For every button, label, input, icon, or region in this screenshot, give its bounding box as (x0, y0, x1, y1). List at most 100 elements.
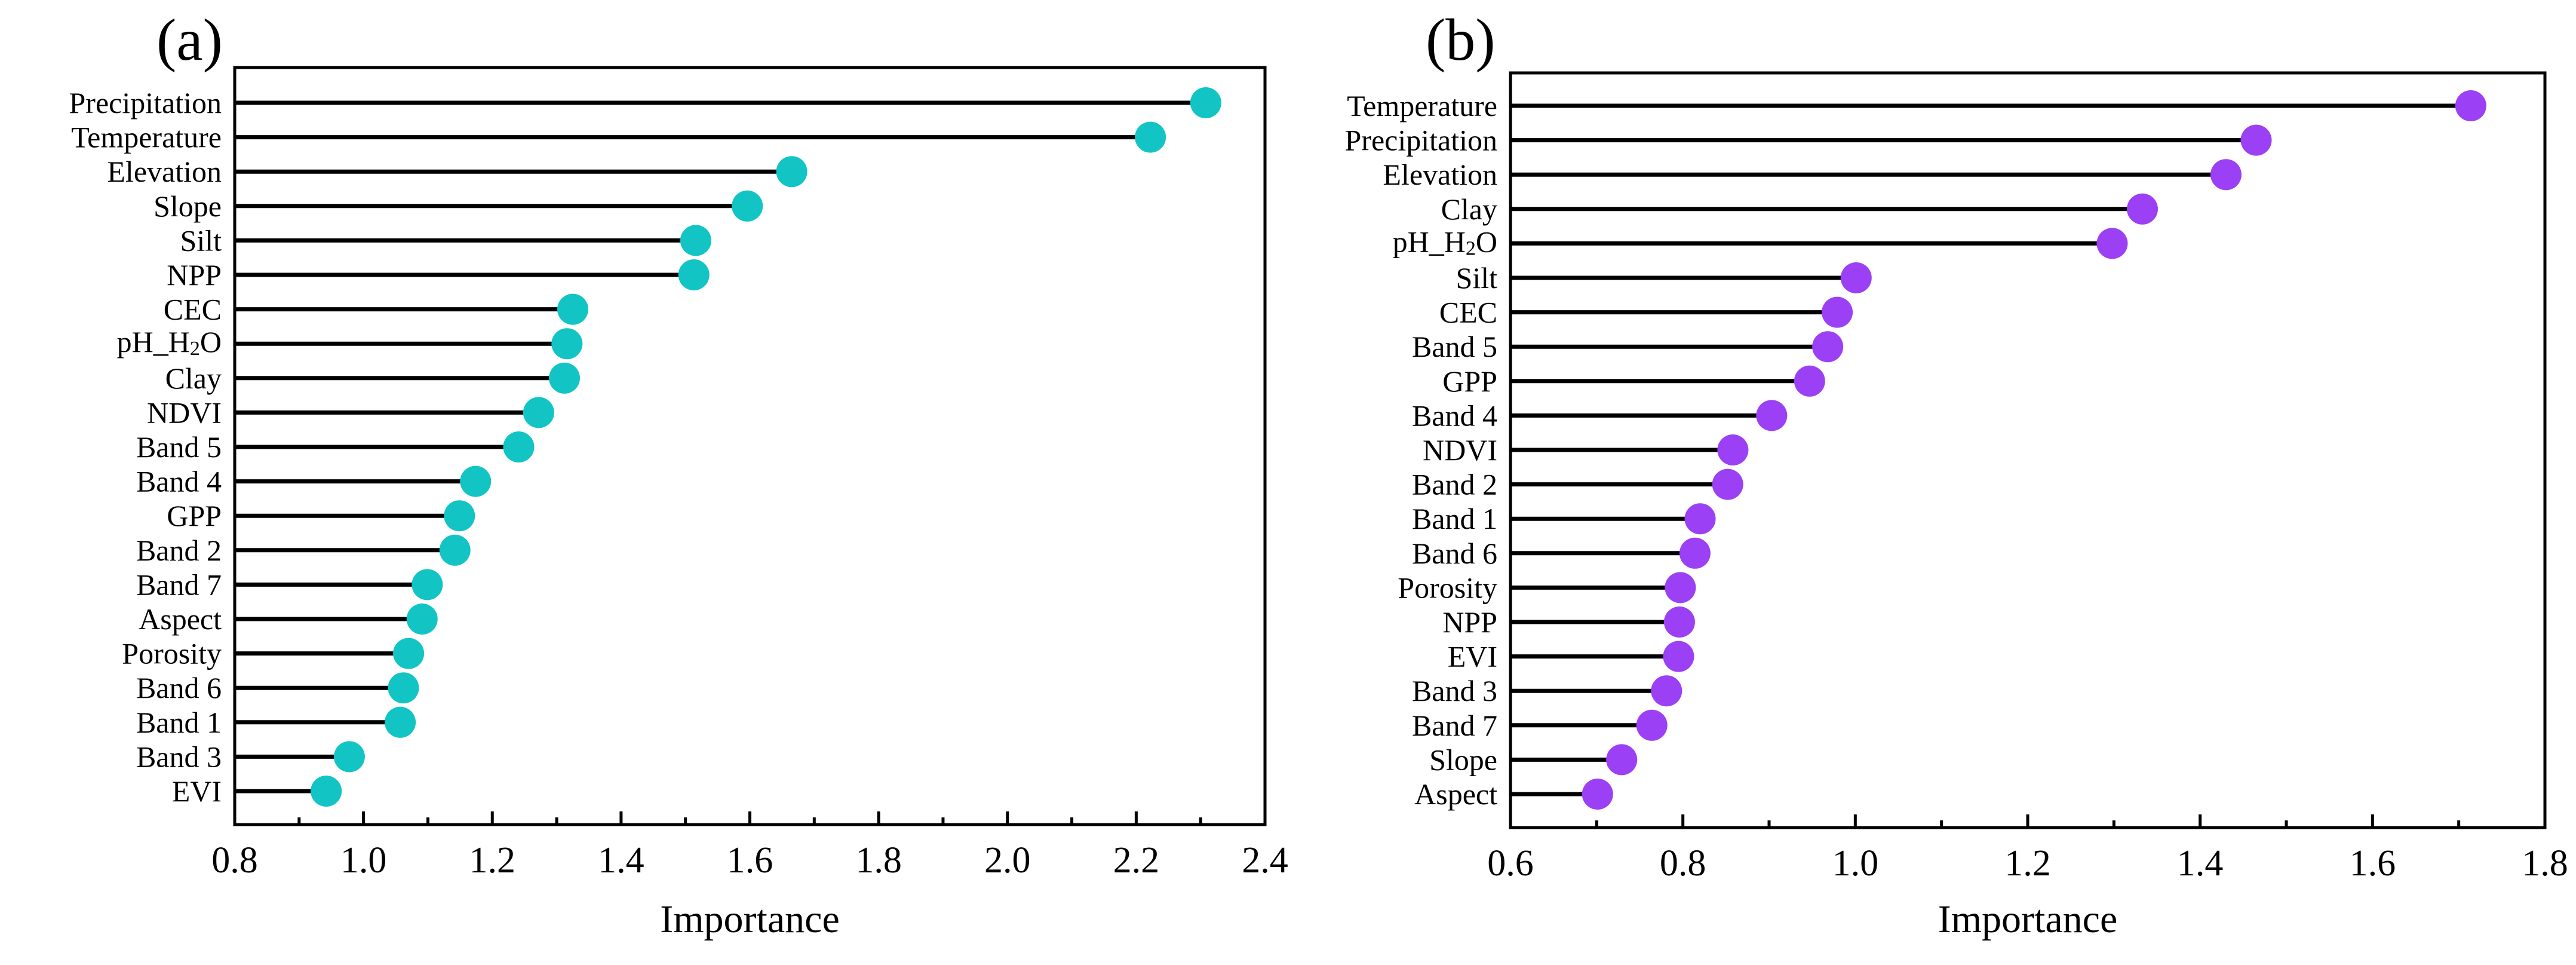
lollipop-dot (385, 706, 416, 738)
lollipop-dot (460, 465, 492, 497)
lollipop-dot (1822, 296, 1853, 328)
x-tick-label: 0.8 (1660, 843, 1706, 884)
y-tick-label: Band 5 (136, 430, 222, 464)
lollipop-dot (439, 534, 471, 566)
lollipop-dot (406, 603, 438, 635)
lollipop-dot (1717, 434, 1749, 465)
x-tick-label: 1.4 (598, 840, 644, 881)
x-tick-label: 1.6 (2350, 843, 2396, 884)
y-tick-label: pH_H2O (1393, 225, 1497, 259)
lollipop-dot (412, 569, 443, 601)
y-tick-label: Clay (1441, 192, 1497, 226)
lollipop-dot (1606, 744, 1638, 776)
x-tick-label: 1.6 (727, 840, 773, 881)
lollipop-dot (1663, 641, 1694, 672)
lollipop-dot (2455, 90, 2486, 121)
y-tick-label: Temperature (71, 121, 222, 154)
lollipop-dot (1663, 606, 1695, 638)
y-tick-label: Slope (153, 189, 222, 223)
lollipop-dot (2126, 193, 2158, 225)
lollipop-dot (2096, 228, 2128, 259)
lollipop-dot (1794, 365, 1825, 397)
x-tick-label: 0.8 (211, 840, 258, 881)
lollipop-dot (333, 741, 365, 773)
x-tick-label: 2.4 (1242, 840, 1288, 881)
x-tick-label: 2.2 (1113, 840, 1160, 881)
x-tick-label: 1.8 (2522, 843, 2568, 884)
y-tick-label: Band 7 (1412, 709, 1497, 742)
y-tick-label: Silt (180, 223, 222, 257)
x-tick-label: 1.2 (469, 840, 516, 881)
y-tick-label: NPP (167, 258, 222, 292)
lollipop-dot (776, 156, 808, 188)
lollipop-dot (1665, 572, 1696, 603)
lollipop-dot (2210, 159, 2242, 191)
lollipop-dot (557, 293, 589, 325)
y-tick-label: Band 1 (136, 706, 222, 739)
y-tick-label: Band 6 (1412, 537, 1497, 570)
y-tick-label: Band 4 (1412, 399, 1497, 432)
y-tick-label: Band 1 (1412, 502, 1497, 535)
y-tick-label: Silt (1456, 261, 1498, 295)
lollipop-dot (551, 328, 583, 360)
y-tick-label: GPP (167, 499, 222, 532)
y-tick-label: GPP (1442, 364, 1497, 398)
y-tick-label: EVI (172, 774, 222, 808)
y-tick-label: EVI (1448, 640, 1497, 673)
y-tick-label: Temperature (1347, 89, 1497, 122)
x-tick-label: 2.0 (984, 840, 1031, 881)
panel-label: (b) (1426, 7, 1496, 73)
lollipop-dot (1756, 400, 1788, 431)
lollipop-dot (444, 500, 475, 532)
x-tick-label: 1.2 (2004, 843, 2051, 884)
lollipop-dot (503, 431, 535, 462)
y-tick-label: Precipitation (69, 86, 222, 120)
y-tick-label: Band 2 (1412, 468, 1497, 501)
y-tick-label: pH_H2O (117, 325, 222, 360)
y-tick-label: NDVI (147, 396, 222, 429)
y-tick-label: Porosity (1398, 571, 1497, 604)
x-tick-label: 1.0 (1832, 843, 1879, 884)
x-axis-label: Importance (660, 897, 840, 941)
x-tick-label: 0.6 (1487, 843, 1534, 884)
y-tick-label: Aspect (139, 602, 222, 636)
y-tick-label: Band 3 (1412, 674, 1497, 707)
lollipop-dot (1679, 537, 1711, 569)
y-tick-label: Band 7 (136, 568, 222, 601)
y-tick-label: Band 6 (136, 671, 222, 704)
lollipop-dot (1636, 709, 1668, 741)
y-tick-label: Band 2 (136, 534, 222, 567)
panel-b: (b) Importance TemperaturePrecipitationE… (1345, 7, 2568, 941)
y-tick-label: Precipitation (1345, 124, 1498, 157)
y-tick-label: Band 3 (136, 740, 222, 773)
lollipop-dot (1651, 675, 1682, 707)
y-tick-label: Band 5 (1412, 330, 1497, 363)
lollipop-dot (2240, 124, 2272, 156)
x-tick-label: 1.4 (2177, 843, 2224, 884)
lollipop-dot (678, 259, 710, 290)
y-tick-label: Slope (1429, 743, 1497, 776)
lollipop-dot (1712, 468, 1743, 500)
lollipop-dot (732, 190, 763, 222)
lollipop-dot (1840, 262, 1872, 293)
lollipop-dot (523, 397, 554, 428)
lollipop-dot (1582, 779, 1613, 810)
lollipop-dot (1135, 121, 1166, 153)
lollipop-dot (1812, 331, 1844, 363)
lollipop-dot (388, 672, 419, 704)
y-tick-label: NPP (1442, 605, 1497, 639)
lollipop-dot (680, 225, 711, 256)
y-tick-label: NDVI (1423, 433, 1497, 467)
y-tick-label: Aspect (1414, 777, 1497, 811)
x-axis-label: Importance (1938, 897, 2118, 941)
y-tick-label: Elevation (107, 155, 222, 188)
lollipop-dot (549, 362, 580, 394)
panel-label: (a) (156, 7, 223, 73)
lollipop-dot (1684, 503, 1716, 535)
y-tick-label: CEC (1439, 296, 1497, 329)
x-tick-label: 1.0 (340, 840, 387, 881)
y-tick-label: Porosity (122, 637, 222, 670)
y-tick-label: Band 4 (136, 465, 222, 498)
y-tick-label: Elevation (1383, 158, 1497, 191)
